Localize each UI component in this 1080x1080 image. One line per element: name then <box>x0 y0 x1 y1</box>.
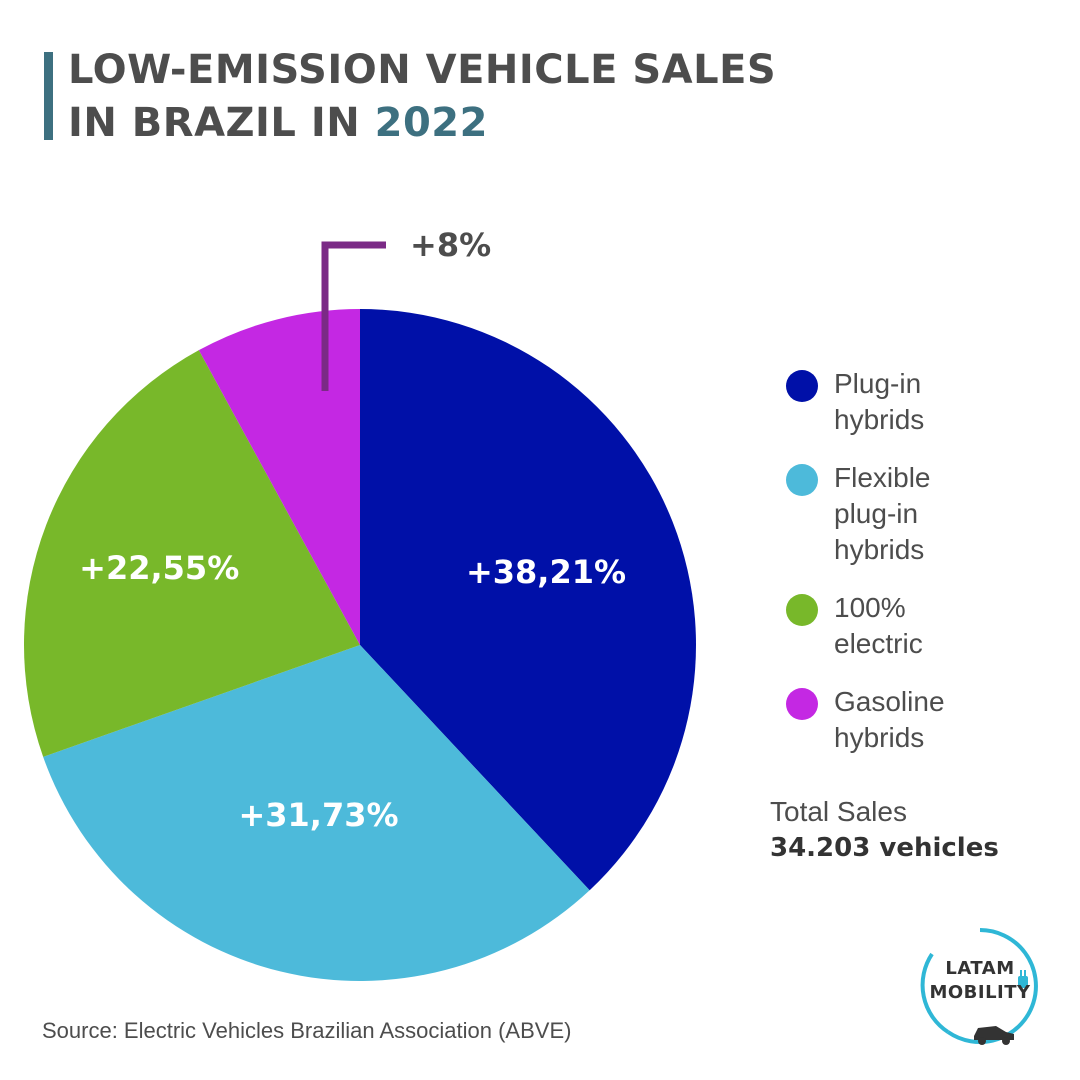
callout-leader-line <box>321 241 386 391</box>
legend: Plug-in hybrids Flexible plug-in hybrids… <box>786 366 1056 778</box>
legend-label: Flexible plug-in hybrids <box>834 462 931 565</box>
latam-mobility-logo: LATAM MOBILITY <box>918 924 1042 1048</box>
slice-label-plug-in-hybrids: +38,21% <box>465 552 627 591</box>
logo-ring <box>920 928 1038 1045</box>
title-line-1: LOW-EMISSION VEHICLE SALES <box>68 47 777 93</box>
title-accent-bar <box>44 52 53 140</box>
legend-item-gasoline-hybrids: Gasoline hybrids <box>786 684 1056 756</box>
source-note: Source: Electric Vehicles Brazilian Asso… <box>42 1018 572 1043</box>
title-line-2: IN BRAZIL IN <box>68 100 375 146</box>
pie-slice-gasoline-hybrids <box>198 309 360 645</box>
total-sales-label: Total Sales <box>770 796 907 827</box>
chart-title: LOW-EMISSION VEHICLE SALES IN BRAZIL IN … <box>68 44 776 150</box>
slice-label-flexible-plug-in-hybrids: +31,73% <box>238 796 399 834</box>
legend-item-plug-in-hybrids: Plug-in hybrids <box>786 366 1056 438</box>
slice-label-100-electric: +22,55% <box>79 549 240 588</box>
total-sales: Total Sales 34.203 vehicles <box>770 794 999 866</box>
plug-icon <box>1018 970 1028 988</box>
pie-slice-plug-in-hybrids <box>360 309 696 891</box>
car-icon <box>974 1026 1014 1045</box>
slice-label-gasoline-hybrids: +8% <box>410 226 492 264</box>
logo-text-line-2: MOBILITY <box>929 982 1031 1003</box>
legend-label: 100% electric <box>834 592 923 659</box>
legend-label: Gasoline hybrids <box>834 686 945 753</box>
logo-text-line-1: LATAM <box>945 958 1015 979</box>
pie-slice-flexible-plug-in-hybrids <box>43 645 590 981</box>
legend-item-100-electric: 100% electric <box>786 590 1056 662</box>
pie-slice-100-electric <box>23 350 360 757</box>
legend-item-flexible-plug-in-hybrids: Flexible plug-in hybrids <box>786 460 1056 568</box>
legend-swatch <box>786 370 818 402</box>
title-year: 2022 <box>374 100 488 146</box>
legend-swatch <box>786 594 818 626</box>
legend-swatch <box>786 464 818 496</box>
total-sales-value: 34.203 vehicles <box>770 833 999 863</box>
legend-swatch <box>786 688 818 720</box>
legend-label: Plug-in hybrids <box>834 368 925 435</box>
